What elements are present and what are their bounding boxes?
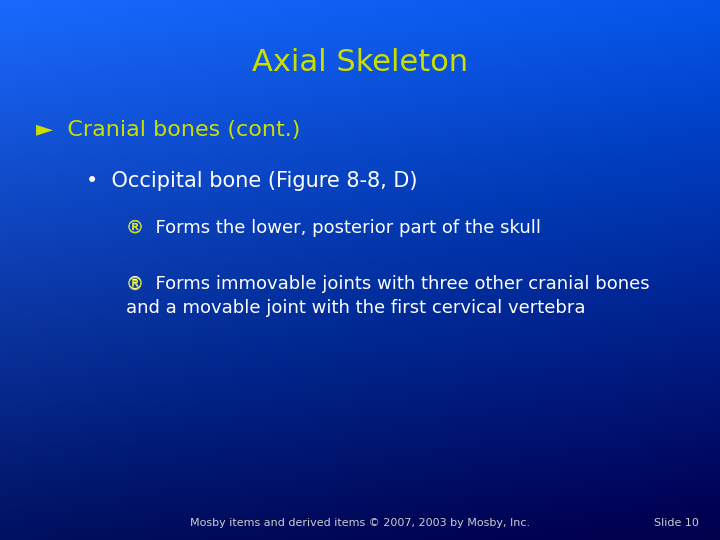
Text: ®  Forms immovable joints with three other cranial bones
and a movable joint wit: ® Forms immovable joints with three othe…	[126, 275, 649, 317]
Text: •  Occipital bone (Figure 8-8, D): • Occipital bone (Figure 8-8, D)	[86, 171, 418, 191]
Text: ®: ®	[126, 275, 144, 293]
Text: Mosby items and derived items © 2007, 2003 by Mosby, Inc.: Mosby items and derived items © 2007, 20…	[190, 518, 530, 528]
Text: ®: ®	[126, 219, 144, 237]
Text: ►  Cranial bones (cont.): ► Cranial bones (cont.)	[36, 119, 300, 140]
Text: Axial Skeleton: Axial Skeleton	[252, 48, 468, 77]
Text: ®  Forms the lower, posterior part of the skull: ® Forms the lower, posterior part of the…	[126, 219, 541, 237]
Text: Slide 10: Slide 10	[654, 518, 698, 528]
